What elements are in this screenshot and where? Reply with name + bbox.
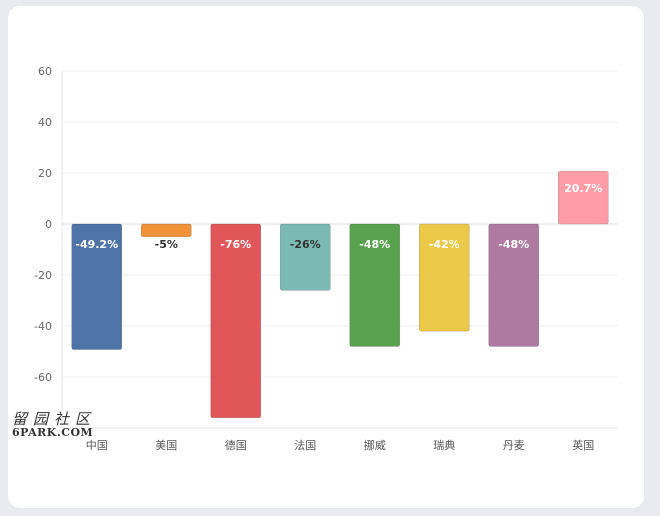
data-label: -42% [429, 238, 460, 251]
watermark: 留园社区 6PARK.COM [12, 412, 96, 440]
bar [210, 223, 262, 419]
data-label: -48% [359, 238, 390, 251]
x-tick-label: 挪威 [364, 438, 386, 452]
chart-card: 60 40 20 0 -20 -40 -60 -49.2% 中国 -5% 美国 -76% 德国 -26% 法… [8, 6, 644, 508]
x-tick-label: 瑞典 [433, 438, 455, 452]
bar [140, 223, 192, 238]
data-label: -76% [220, 238, 251, 251]
data-label: -26% [290, 238, 321, 251]
y-tick-label: -20 [34, 269, 52, 282]
data-label: -48% [498, 238, 529, 251]
y-tick-label: 20 [38, 167, 52, 180]
bar [71, 223, 123, 350]
y-tick-label: 60 [38, 65, 52, 78]
data-label: 20.7% [564, 182, 602, 195]
x-tick-label: 丹麦 [503, 439, 525, 452]
x-tick-label: 法国 [294, 438, 316, 452]
y-tick-label: -60 [34, 371, 52, 384]
data-label: -49.2% [75, 238, 118, 251]
bar [488, 223, 540, 347]
bar [418, 223, 470, 332]
data-label: -5% [155, 238, 178, 251]
bar [349, 223, 401, 347]
y-tick-label: 40 [38, 116, 52, 129]
bar [557, 170, 609, 225]
watermark-line1: 留园社区 [12, 410, 97, 428]
x-tick-label: 美国 [155, 439, 177, 452]
bar-chart: 60 40 20 0 -20 -40 -60 -49.2% 中国 -5% 美国 -76% 德国 -26% 法… [34, 65, 618, 452]
watermark-line2: 6PARK.COM [12, 426, 94, 439]
bar [279, 223, 331, 291]
x-tick-label: 德国 [225, 438, 247, 452]
x-tick-label: 中国 [86, 439, 108, 452]
y-tick-label: 0 [45, 218, 52, 231]
y-tick-label: -40 [34, 320, 52, 333]
x-tick-label: 英国 [572, 438, 594, 452]
